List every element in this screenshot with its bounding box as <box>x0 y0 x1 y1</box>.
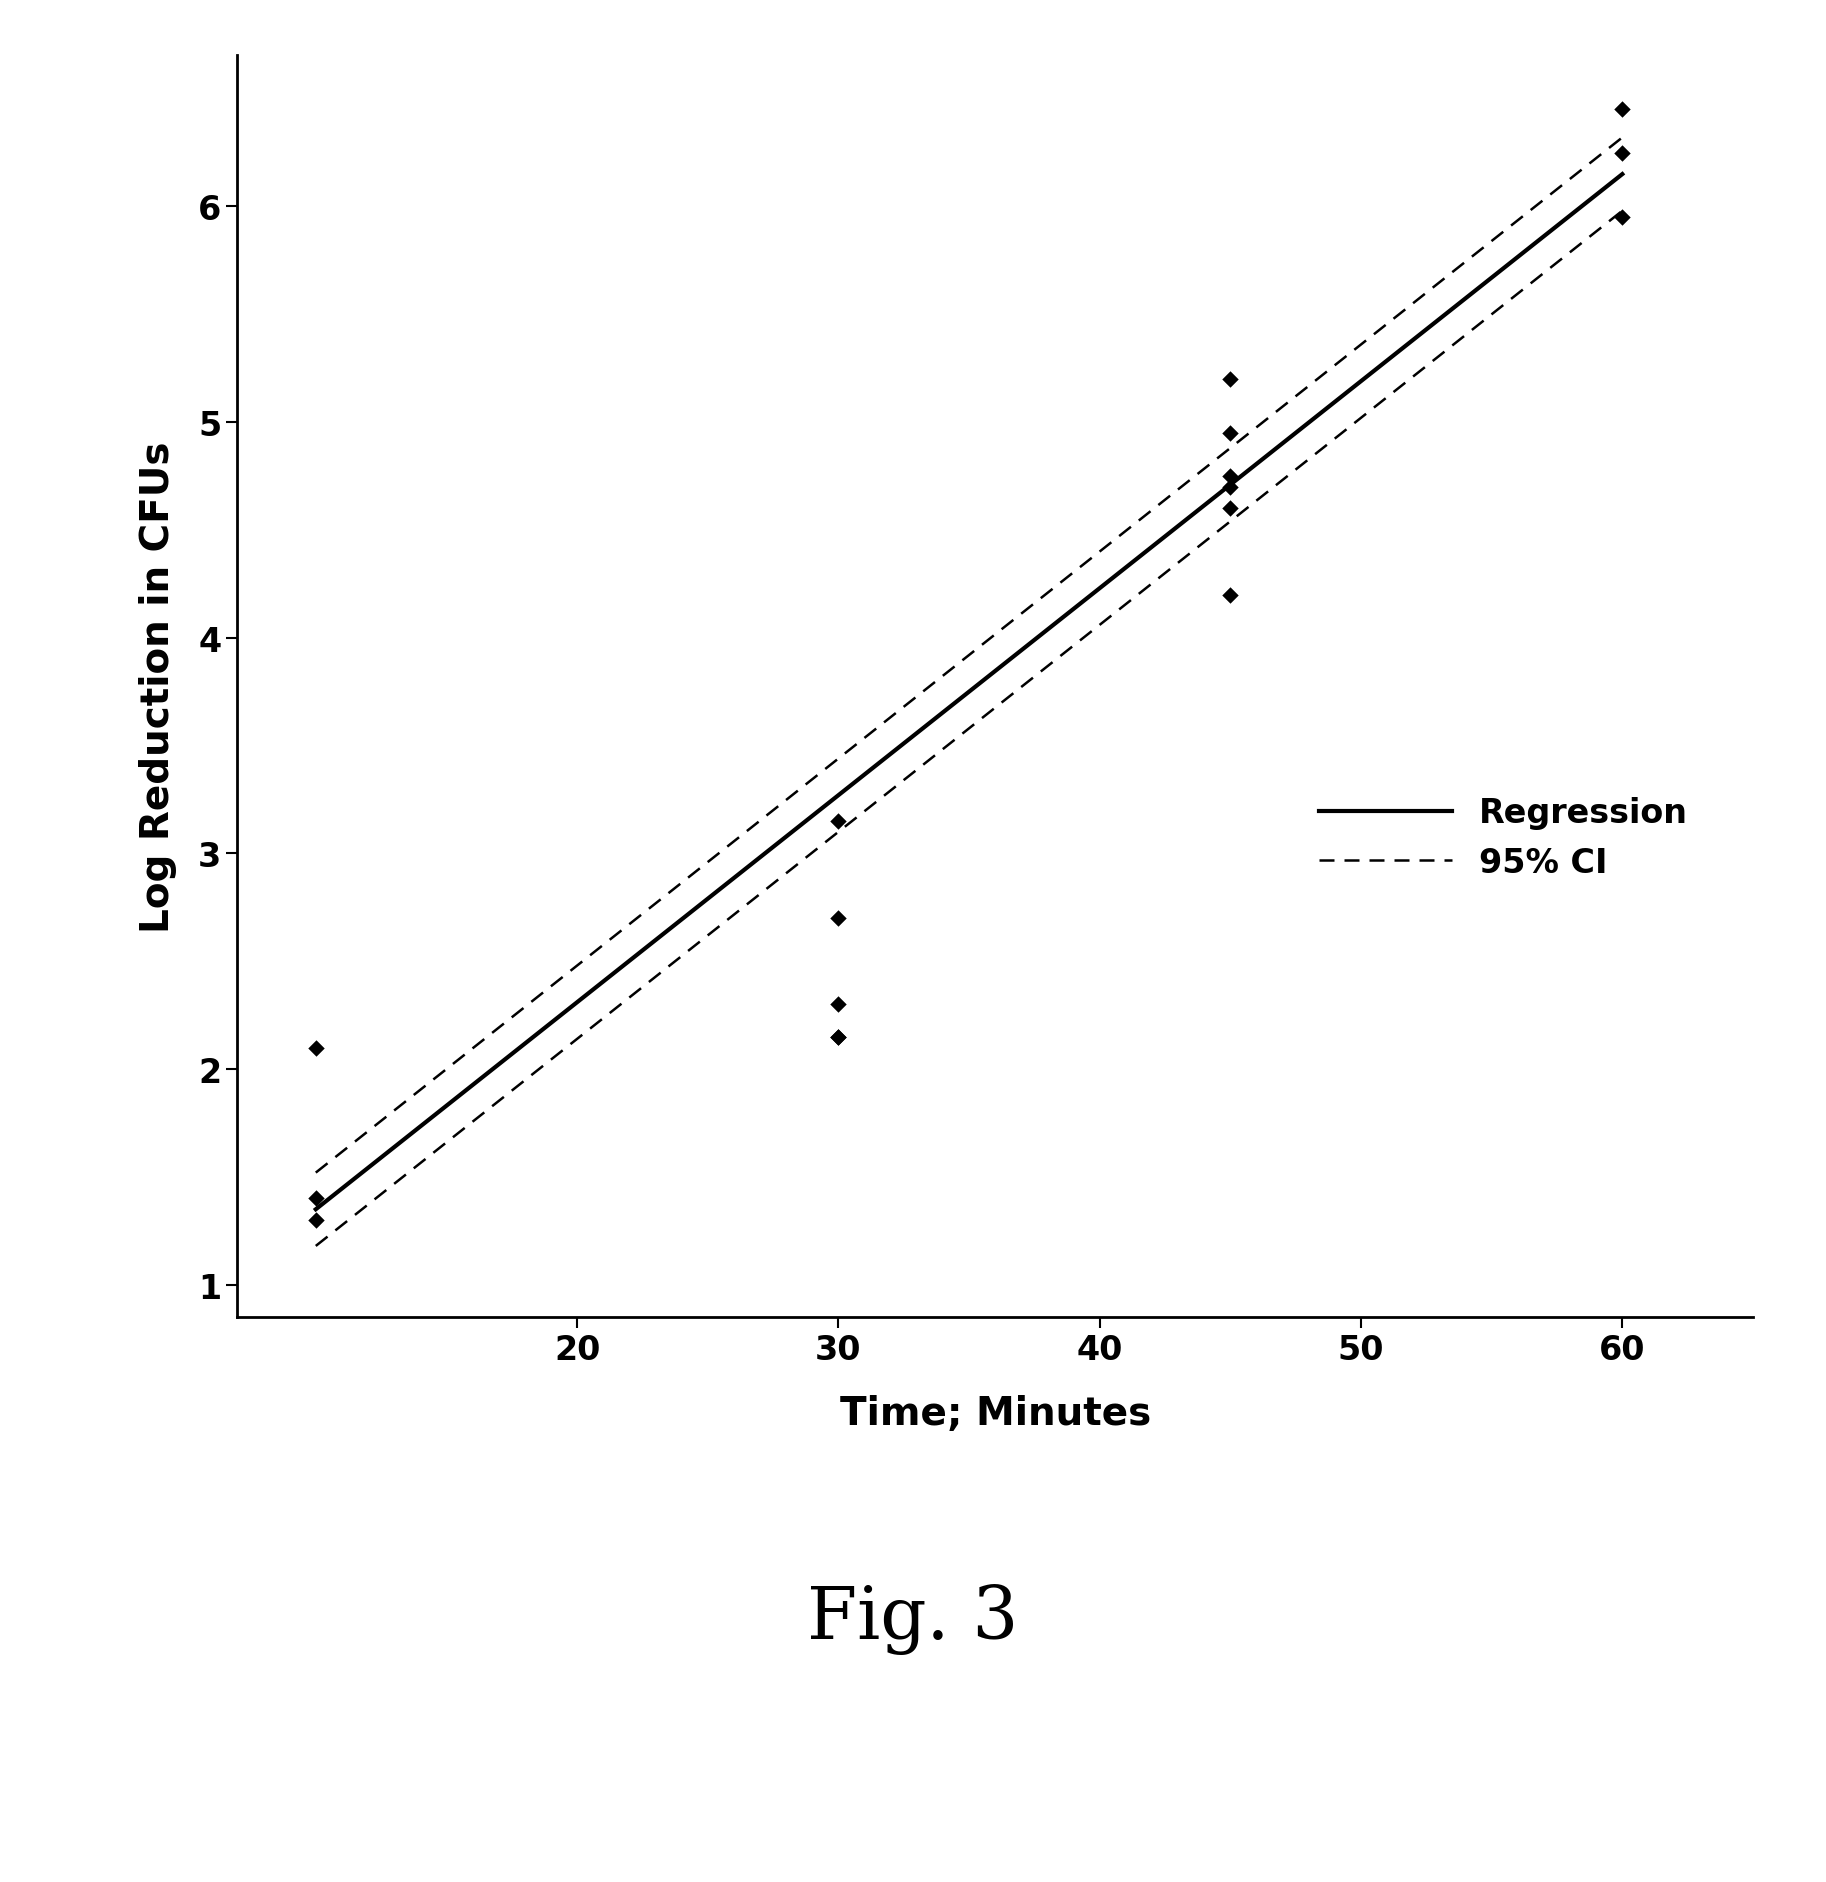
X-axis label: Time; Minutes: Time; Minutes <box>840 1395 1150 1432</box>
Point <box>824 903 853 933</box>
Point <box>1216 365 1245 395</box>
Point <box>824 1022 853 1052</box>
Point <box>1607 139 1636 169</box>
Text: Fig. 3: Fig. 3 <box>807 1583 1019 1654</box>
Y-axis label: Log Reduction in CFUs: Log Reduction in CFUs <box>139 440 177 933</box>
Point <box>824 1022 853 1052</box>
Point <box>1216 495 1245 525</box>
Legend: Regression, 95% CI: Regression, 95% CI <box>1286 764 1722 913</box>
Point <box>1216 472 1245 502</box>
Point <box>824 990 853 1020</box>
Point <box>301 1033 331 1063</box>
Point <box>301 1204 331 1235</box>
Point <box>301 1184 331 1214</box>
Point <box>824 807 853 837</box>
Point <box>1216 418 1245 448</box>
Point <box>1607 96 1636 126</box>
Point <box>1216 580 1245 610</box>
Point <box>1216 461 1245 491</box>
Point <box>1607 203 1636 233</box>
